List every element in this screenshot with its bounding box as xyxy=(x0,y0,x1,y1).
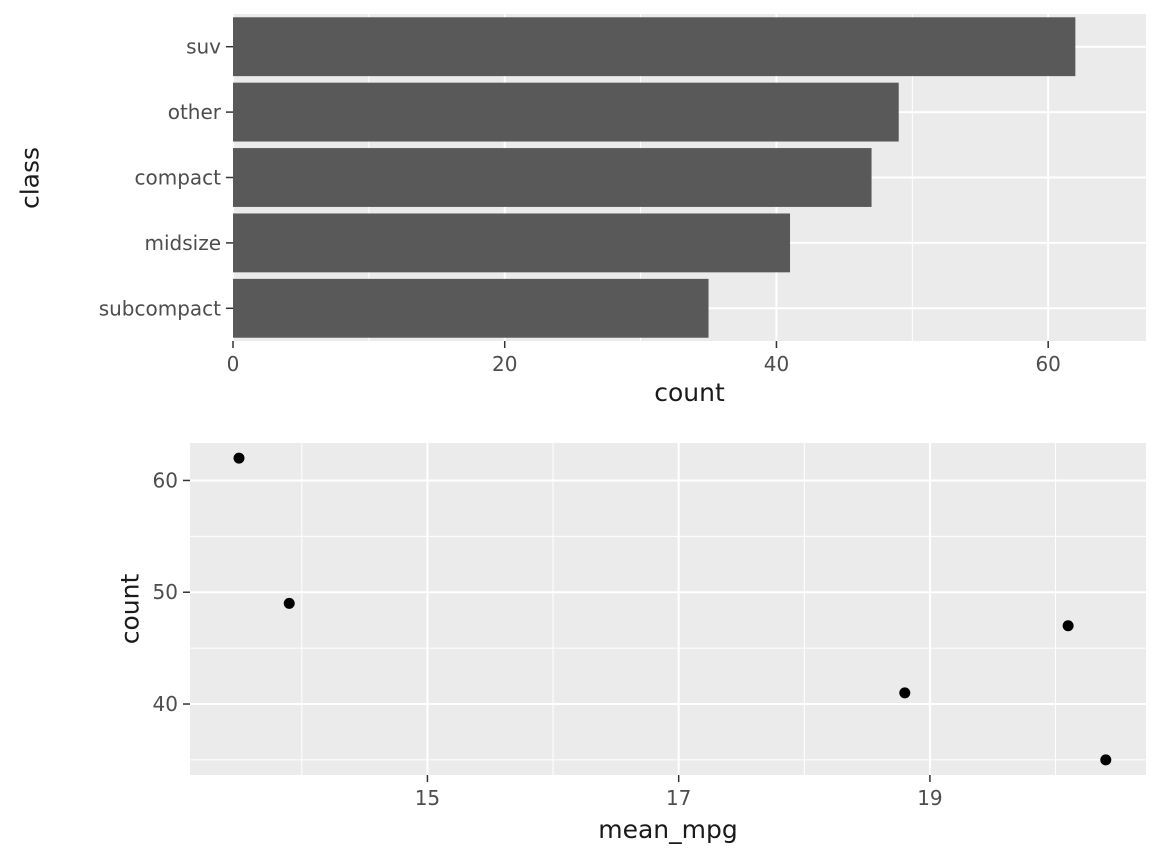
x-tick-label: 20 xyxy=(492,352,517,376)
bar-subcompact xyxy=(233,278,709,338)
x-tick-label: 60 xyxy=(1035,352,1060,376)
y-tick-label: subcompact xyxy=(99,296,221,320)
data-point-4 xyxy=(1100,754,1112,766)
data-point-3 xyxy=(1062,620,1074,632)
bar-chart-y-axis-title: class xyxy=(15,146,45,210)
y-tick-label: suv xyxy=(186,35,221,59)
data-point-2 xyxy=(899,687,911,699)
class-count-bar-chart: suv other compact midsize subcompact 0 20 40 60 xyxy=(99,14,1146,376)
x-tick-label: 19 xyxy=(917,786,942,810)
y-tick-label: compact xyxy=(134,166,221,190)
y-tick-label: other xyxy=(168,100,222,124)
count-vs-mean-mpg-scatter-plot: 40 50 60 15 17 19 xyxy=(153,443,1146,810)
data-point-0 xyxy=(233,452,245,464)
y-tick-label: midsize xyxy=(144,231,221,255)
scatter-plot-panel xyxy=(190,443,1146,775)
bar-compact xyxy=(233,148,872,207)
scatter-plot-y-axis-title: count xyxy=(115,573,145,645)
bar-suv xyxy=(233,17,1076,77)
bar-chart-x-axis-title: count xyxy=(654,378,725,407)
bar-midsize xyxy=(233,213,791,273)
scatter-plot-x-axis-title: mean_mpg xyxy=(598,815,738,844)
y-tick-label: 50 xyxy=(153,580,178,604)
data-point-1 xyxy=(283,597,295,609)
y-tick-label: 40 xyxy=(153,692,178,716)
x-tick-label: 17 xyxy=(666,786,691,810)
x-tick-label: 0 xyxy=(227,352,240,376)
x-tick-label: 15 xyxy=(415,786,440,810)
x-tick-label: 40 xyxy=(764,352,789,376)
y-tick-label: 60 xyxy=(153,468,178,492)
bar-other xyxy=(233,82,899,142)
